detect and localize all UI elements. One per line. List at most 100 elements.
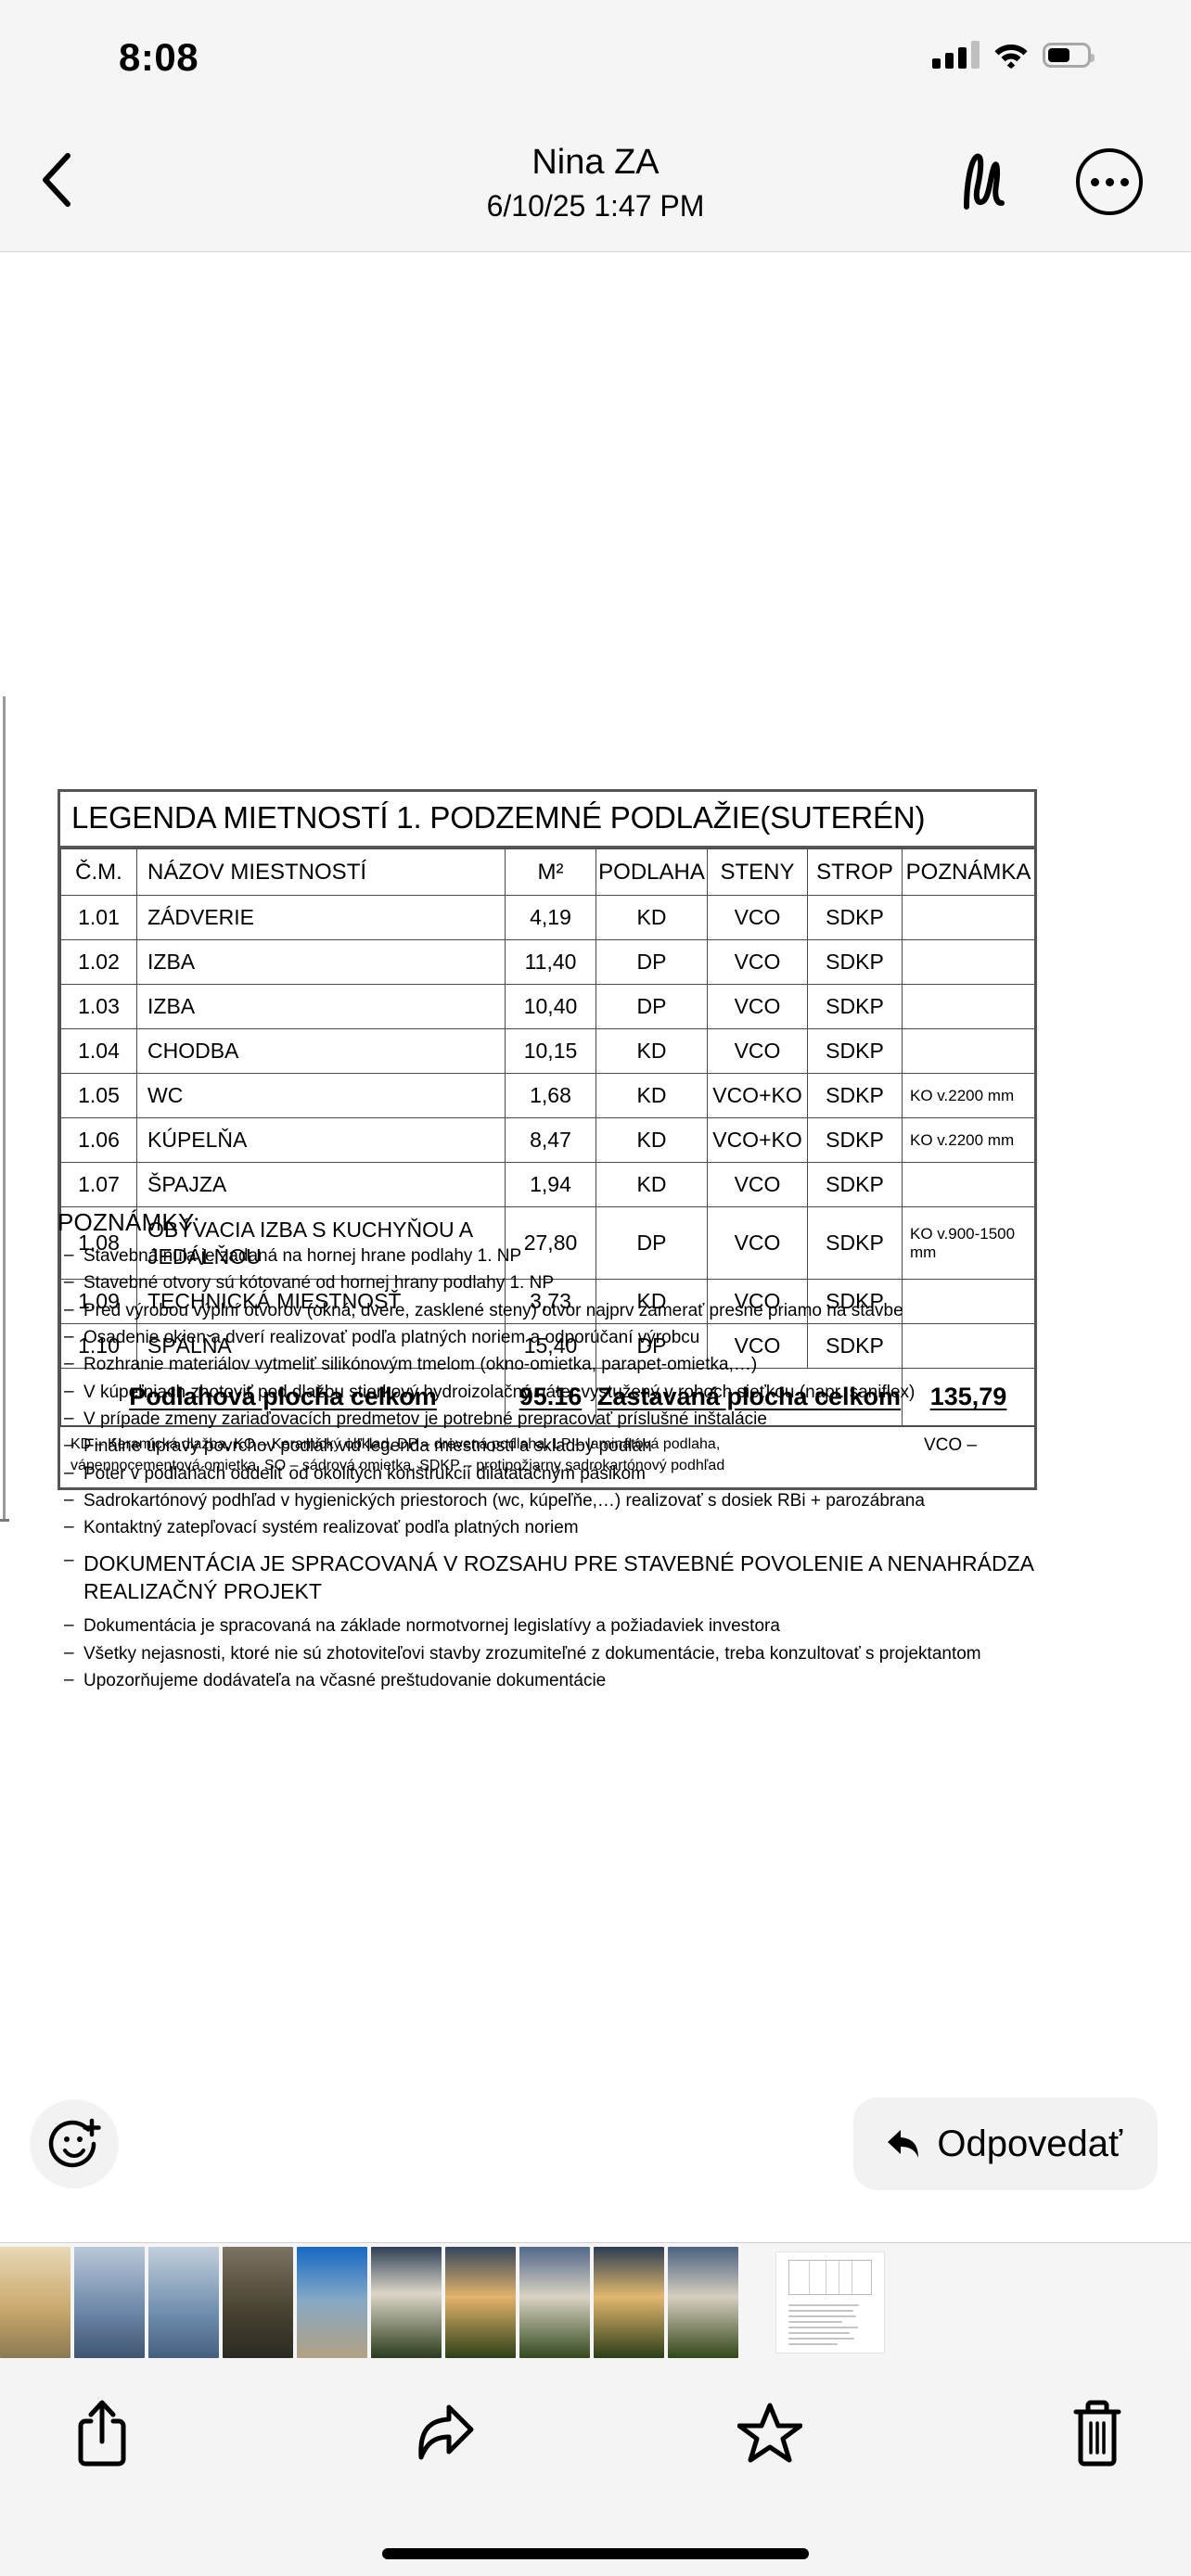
cell-strop: SDKP: [807, 895, 903, 940]
cell-podlaha: KD: [596, 1117, 708, 1163]
note-text: Poter v podlahách oddeliť od okolitých k…: [83, 1463, 646, 1484]
thumb-photo-5[interactable]: [297, 2246, 367, 2358]
share-upload-icon: [78, 2400, 126, 2467]
thumb-photo-4[interactable]: [223, 2246, 293, 2358]
total-built-area-label-text: Zastavaná plocha celkom: [596, 1383, 902, 1410]
thumb-photo-2[interactable]: [74, 2246, 145, 2358]
table-row: 1.03 IZBA 10,40 DP VCO SDKP: [60, 984, 1035, 1029]
note-item: – Sadrokartónový podhľad v hygienických …: [58, 1490, 1106, 1512]
table-row: 1.09 TECHNICKÁ MIESTNOSŤ 3,73 KD VCO SDK…: [60, 1279, 1035, 1324]
drawing-left-tick: [0, 1519, 9, 1522]
cell-podlaha: KD: [596, 1028, 708, 1074]
col-header-name: NÁZOV MIESTNOSTÍ: [136, 848, 506, 896]
thumb-document-selected[interactable]: [775, 2251, 885, 2353]
cell-strop: SDKP: [807, 1028, 903, 1074]
reply-button[interactable]: Odpovedať: [853, 2098, 1158, 2190]
notes-heading: POZNÁMKY:: [58, 1208, 200, 1236]
cell-steny: VCO: [707, 895, 808, 940]
note-text: Osadenie okien a dverí realizovať podľa …: [83, 1327, 700, 1347]
note-text: Stavebné otvory sú kótované od hornej hr…: [83, 1273, 554, 1294]
thumb-photo-7[interactable]: [445, 2246, 516, 2358]
legend-title: LEGENDA MIETNOSTÍ 1. PODZEMNÉ PODLAŽIE(S…: [60, 792, 1034, 848]
back-button[interactable]: [28, 152, 83, 208]
cell-cm: 1.01: [60, 895, 137, 940]
cell-steny: VCO+KO: [707, 1117, 808, 1163]
table-row: 1.08 OBÝVACIA IZBA S KUCHYŇOU A JEDÁLŇOU…: [60, 1206, 1035, 1280]
home-indicator[interactable]: [382, 2548, 809, 2559]
cell-poznamka: [902, 895, 1035, 940]
note-text: Kontaktný zatepľovací systém realizovať …: [83, 1518, 579, 1538]
cell-poznamka: [902, 984, 1035, 1029]
page-subtitle: 6/10/25 1:47 PM: [486, 188, 705, 223]
thumb-photo-9[interactable]: [594, 2246, 664, 2358]
cell-podlaha: KD: [596, 1279, 708, 1324]
note-item: – V kúpeľniach zhotoviť pod dlažbu stier…: [58, 1382, 1106, 1404]
col-header-m2: M²: [505, 848, 596, 896]
col-header-podlaha: PODLAHA: [596, 848, 708, 896]
cell-m2: 10,40: [505, 984, 596, 1029]
note-text: Stavebná nula je zadaná na hornej hrane …: [83, 1246, 522, 1266]
cell-strop: SDKP: [807, 1206, 903, 1280]
favorite-button[interactable]: [719, 2387, 821, 2480]
note-bullet: –: [64, 1408, 74, 1428]
total-floor-area-value-text: 95.16: [519, 1383, 583, 1410]
cell-strop: SDKP: [807, 984, 903, 1029]
delete-button[interactable]: [1046, 2387, 1148, 2480]
share-button[interactable]: [51, 2387, 153, 2480]
cell-cm: 1.06: [60, 1117, 137, 1163]
status-bar: 8:08: [0, 0, 1191, 104]
add-reaction-button[interactable]: [30, 2099, 119, 2188]
page-title: Nina ZA: [531, 143, 660, 182]
thumb-photo-3[interactable]: [148, 2246, 219, 2358]
cell-strop: SDKP: [807, 1323, 903, 1369]
note-item: – Poter v podlahách oddeliť od okolitých…: [58, 1463, 1106, 1486]
thumb-photo-1[interactable]: [0, 2246, 70, 2358]
cell-podlaha: KD: [596, 895, 708, 940]
note-item-emphasized: – DOKUMENTÁCIA JE SPRACOVANÁ V ROZSAHU P…: [58, 1550, 1106, 1606]
thumb-photo-6[interactable]: [371, 2246, 442, 2358]
total-floor-area-label-text: Podlahová plocha celkom: [129, 1383, 437, 1410]
cell-name: WC: [136, 1073, 506, 1118]
col-header-cm: Č.M.: [60, 848, 137, 896]
cell-poznamka: KO v.2200 mm: [902, 1073, 1035, 1118]
thumb-photo-10[interactable]: [668, 2246, 738, 2358]
cell-poznamka: [902, 939, 1035, 985]
cell-name: TECHNICKÁ MIESTNOSŤ: [136, 1279, 506, 1324]
legend-footnote: KD – Keramická dlažba, KO – Keramický ob…: [60, 1426, 1034, 1487]
note-bullet: –: [64, 1326, 74, 1346]
thumb-photo-8[interactable]: [519, 2246, 590, 2358]
cell-strop: SDKP: [807, 1073, 903, 1118]
star-icon: [737, 2403, 802, 2463]
cell-m2: 1,68: [505, 1073, 596, 1118]
note-bullet: –: [64, 1299, 74, 1320]
cell-poznamka: [902, 1162, 1035, 1207]
more-options-button[interactable]: [1076, 148, 1143, 215]
cell-podlaha: KD: [596, 1073, 708, 1118]
forward-button[interactable]: [394, 2387, 496, 2480]
cell-steny: VCO: [707, 1162, 808, 1207]
note-bullet: –: [64, 1517, 74, 1537]
legend-table-grid: Č.M. NÁZOV MIESTNOSTÍ M² PODLAHA STENY S…: [60, 848, 1035, 1426]
cell-steny: VCO: [707, 939, 808, 985]
total-built-area-label: Zastavaná plocha celkom: [596, 1368, 903, 1426]
more-ellipsis-icon: [1090, 177, 1099, 186]
note-text: Všetky nejasnosti, ktoré nie sú zhotovit…: [83, 1643, 981, 1664]
table-header-row: Č.M. NÁZOV MIESTNOSTÍ M² PODLAHA STENY S…: [60, 848, 1035, 896]
more-ellipsis-icon: [1105, 177, 1114, 186]
note-text: DOKUMENTÁCIA JE SPRACOVANÁ V ROZSAHU PRE…: [83, 1551, 1033, 1604]
document-viewer[interactable]: LEGENDA MIETNOSTÍ 1. PODZEMNÉ PODLAŽIE(S…: [0, 253, 1191, 2075]
col-header-poznamka: POZNÁMKA: [902, 848, 1035, 896]
cell-name: SPÁLŇA: [136, 1323, 506, 1369]
cell-poznamka: KO v.900-1500 mm: [902, 1206, 1035, 1280]
status-time: 8:08: [119, 35, 199, 79]
forward-arrow-icon: [418, 2404, 474, 2460]
cell-name: KÚPELŇA: [136, 1117, 506, 1163]
cell-steny: VCO+KO: [707, 1073, 808, 1118]
navigation-bar: Nina ZA 6/10/25 1:47 PM: [0, 104, 1191, 252]
markup-button[interactable]: [948, 148, 1015, 213]
photo-filmstrip[interactable]: [0, 2242, 1191, 2361]
cell-m2: 1,94: [505, 1162, 596, 1207]
cell-cm: 1.08: [60, 1206, 137, 1280]
cell-name: ŠPAJZA: [136, 1162, 506, 1207]
